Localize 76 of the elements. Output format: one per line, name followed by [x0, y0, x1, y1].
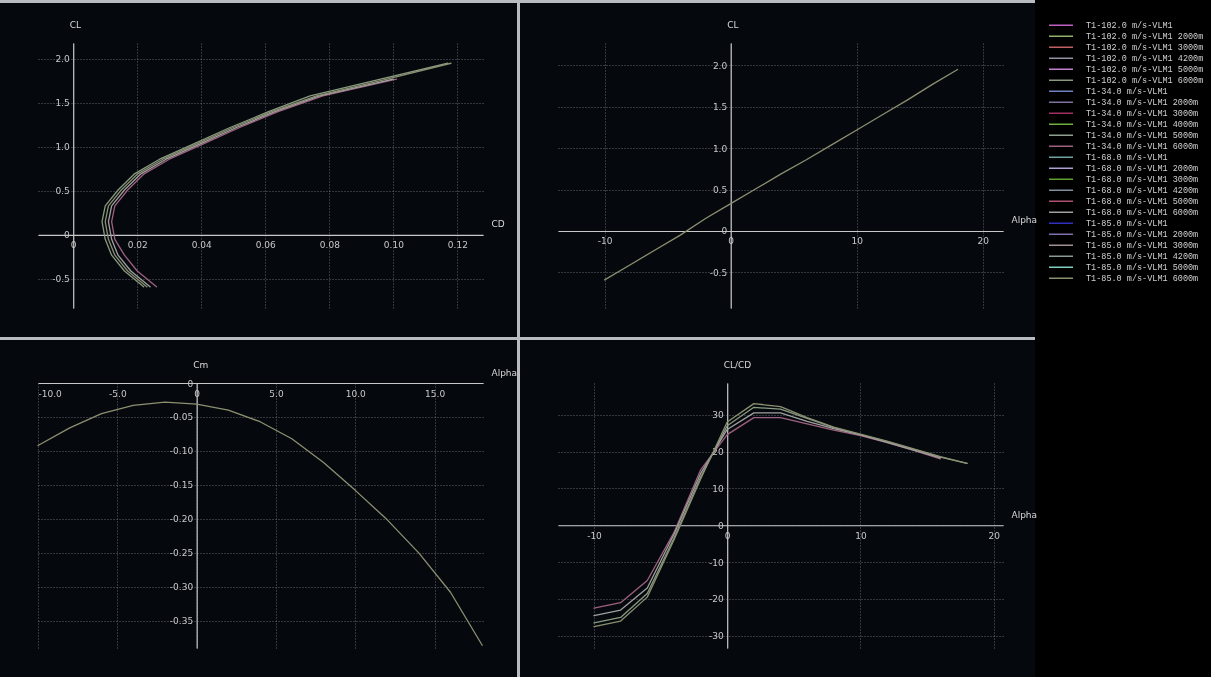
y-tick-label: 2.0 — [55, 54, 70, 65]
legend-label: T1-85.0 m/s-VLM1 4200m — [1086, 252, 1199, 263]
x-tick-label: 15.0 — [425, 388, 446, 399]
x-tick-label: 20 — [988, 530, 1001, 541]
x-tick-label: 0.10 — [383, 240, 405, 251]
y-tick-label: -0.5 — [709, 267, 728, 278]
y-tick-label: -20 — [709, 594, 724, 605]
x-axis-title: Alpha — [1011, 215, 1038, 226]
legend-label: T1-102.0 m/s-VLM1 6000m — [1086, 76, 1204, 87]
legend-label: T1-102.0 m/s-VLM1 2000m — [1086, 32, 1204, 43]
legend-label: T1-85.0 m/s-VLM1 6000m — [1086, 274, 1199, 285]
y-axis-title: CL — [727, 19, 739, 30]
y-tick-label: 0 — [717, 520, 724, 531]
legend-label: T1-68.0 m/s-VLM1 3000m — [1086, 175, 1199, 186]
legend-label: T1-85.0 m/s-VLM1 5000m — [1086, 263, 1199, 274]
y-tick-label: -0.5 — [52, 274, 70, 285]
x-axis-title: CD — [491, 219, 505, 230]
legend-label: T1-102.0 m/s-VLM1 4200m — [1086, 54, 1204, 65]
x-tick-label: 0.08 — [319, 240, 341, 251]
y-axis-title: CL — [69, 19, 82, 30]
x-axis-title: Alpha — [1011, 509, 1038, 520]
legend-label: T1-68.0 m/s-VLM1 2000m — [1086, 164, 1199, 175]
y-axis-title: Cm — [193, 359, 209, 370]
y-tick-label: 2.0 — [712, 60, 728, 71]
legend-label: T1-68.0 m/s-VLM1 6000m — [1086, 208, 1199, 219]
legend-label: T1-34.0 m/s-VLM1 4000m — [1086, 120, 1199, 131]
y-tick-label: -0.25 — [169, 548, 194, 559]
y-tick-label: -0.20 — [169, 514, 194, 525]
x-tick-label: -10 — [597, 236, 613, 247]
legend-label: T1-34.0 m/s-VLM1 2000m — [1086, 98, 1199, 109]
y-tick-label: 20 — [712, 447, 724, 458]
y-tick-label: 1.5 — [712, 102, 728, 113]
y-tick-label: 0.5 — [712, 185, 728, 196]
y-tick-label: -0.05 — [169, 412, 194, 423]
y-tick-label: 10 — [712, 483, 724, 494]
y-tick-label: 1.0 — [55, 142, 70, 153]
legend-label: T1-102.0 m/s-VLM1 — [1086, 21, 1173, 32]
x-tick-label: 0.06 — [255, 240, 277, 251]
x-tick-label: 10.0 — [345, 388, 367, 399]
x-tick-label: 0.12 — [447, 240, 468, 251]
y-tick-label: -0.30 — [169, 582, 194, 593]
legend-label: T1-34.0 m/s-VLM1 3000m — [1086, 109, 1199, 120]
legend-label: T1-68.0 m/s-VLM1 5000m — [1086, 197, 1199, 208]
legend-label: T1-85.0 m/s-VLM1 2000m — [1086, 230, 1199, 241]
x-tick-label: -10.0 — [38, 388, 63, 399]
x-tick-label: 10 — [851, 236, 864, 247]
legend-label: T1-102.0 m/s-VLM1 3000m — [1086, 43, 1204, 54]
legend-label: T1-68.0 m/s-VLM1 4200m — [1086, 186, 1199, 197]
y-tick-label: 1.0 — [712, 143, 728, 154]
y-tick-label: 1.5 — [55, 98, 70, 109]
y-tick-label: 0.5 — [55, 186, 70, 197]
x-tick-label: 20 — [977, 236, 990, 247]
legend-label: T1-68.0 m/s-VLM1 — [1086, 153, 1168, 164]
y-tick-label: -0.15 — [169, 480, 194, 491]
y-tick-label: 30 — [712, 410, 724, 421]
y-tick-label: -10 — [709, 557, 724, 568]
legend-label: T1-102.0 m/s-VLM1 5000m — [1086, 65, 1204, 76]
x-tick-label: 0.02 — [127, 240, 148, 251]
legend-label: T1-34.0 m/s-VLM1 5000m — [1086, 131, 1199, 142]
x-tick-label: 5.0 — [269, 388, 284, 399]
x-tick-label: 0 — [70, 240, 77, 251]
legend-label: T1-85.0 m/s-VLM1 3000m — [1086, 241, 1199, 252]
y-tick-label: -0.10 — [169, 446, 194, 457]
x-tick-label: 0 — [194, 388, 201, 399]
y-tick-label: -0.35 — [169, 616, 194, 627]
x-tick-label: -5.0 — [109, 388, 127, 399]
x-tick-label: -10 — [587, 530, 603, 541]
y-tick-label: -30 — [709, 631, 724, 642]
x-axis-title: Alpha — [491, 367, 518, 378]
x-tick-label: 10 — [855, 530, 867, 541]
x-tick-label: 0.04 — [191, 240, 213, 251]
legend-label: T1-34.0 m/s-VLM1 — [1086, 87, 1168, 98]
x-tick-label: 0 — [728, 236, 735, 247]
legend-label: T1-85.0 m/s-VLM1 — [1086, 219, 1168, 230]
legend-label: T1-34.0 m/s-VLM1 6000m — [1086, 142, 1199, 153]
y-axis-title: CL/CD — [723, 359, 752, 370]
